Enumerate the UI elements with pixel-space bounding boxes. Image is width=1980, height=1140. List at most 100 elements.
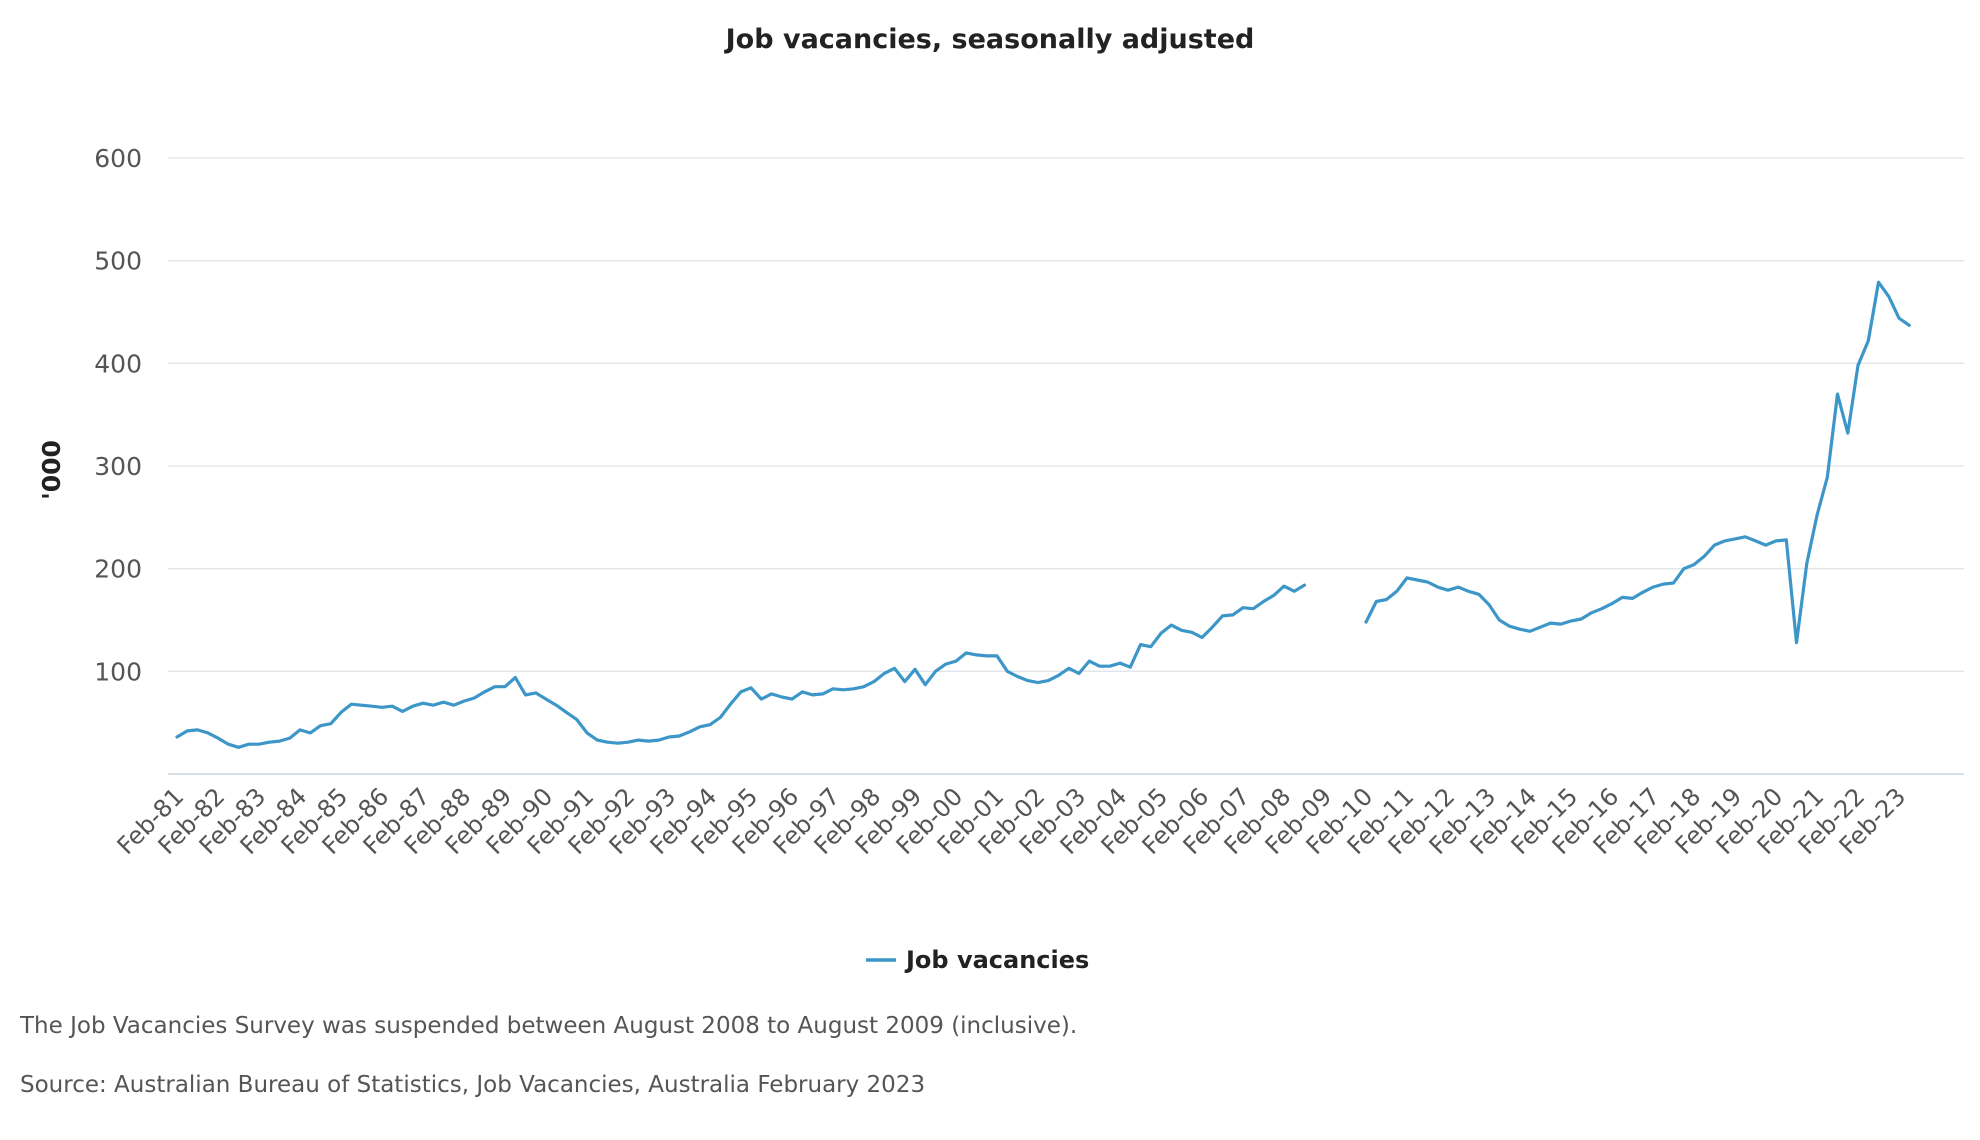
data-point[interactable] — [1229, 611, 1237, 619]
data-point[interactable] — [1137, 641, 1145, 649]
data-point[interactable] — [1670, 579, 1678, 587]
data-point[interactable] — [1752, 537, 1760, 545]
data-point[interactable] — [1157, 629, 1165, 637]
data-point[interactable] — [1731, 535, 1739, 543]
data-point[interactable] — [1249, 605, 1257, 613]
data-point[interactable] — [1547, 619, 1555, 627]
data-point[interactable] — [1813, 511, 1821, 519]
data-point[interactable] — [450, 701, 458, 709]
data-point[interactable] — [1126, 663, 1134, 671]
data-point[interactable] — [1885, 293, 1893, 301]
data-point[interactable] — [1895, 314, 1903, 322]
data-point[interactable] — [204, 729, 212, 737]
data-point[interactable] — [1526, 627, 1534, 635]
data-point[interactable] — [1772, 537, 1780, 545]
data-point[interactable] — [1680, 565, 1688, 573]
data-point[interactable] — [645, 737, 653, 745]
data-point[interactable] — [819, 690, 827, 698]
data-point[interactable] — [1085, 657, 1093, 665]
data-point[interactable] — [1864, 337, 1872, 345]
data-point[interactable] — [901, 678, 909, 686]
data-point[interactable] — [604, 738, 612, 746]
data-point[interactable] — [255, 740, 263, 748]
data-point[interactable] — [665, 733, 673, 741]
data-point[interactable] — [1875, 278, 1883, 286]
data-point[interactable] — [522, 691, 530, 699]
data-point[interactable] — [1413, 576, 1421, 584]
data-point[interactable] — [1495, 616, 1503, 624]
data-point[interactable] — [1198, 634, 1206, 642]
data-point[interactable] — [1096, 662, 1104, 670]
data-point[interactable] — [481, 688, 489, 696]
data-point[interactable] — [593, 736, 601, 744]
series-line-job-vacancies-segment-1[interactable] — [175, 583, 1307, 749]
data-point[interactable] — [1034, 679, 1042, 687]
data-point[interactable] — [440, 698, 448, 706]
data-point[interactable] — [1065, 664, 1073, 672]
data-point[interactable] — [1588, 609, 1596, 617]
data-point[interactable] — [183, 727, 191, 735]
data-point[interactable] — [829, 685, 837, 693]
data-point[interactable] — [1167, 621, 1175, 629]
data-point[interactable] — [1639, 588, 1647, 596]
data-point[interactable] — [1793, 639, 1801, 647]
data-point[interactable] — [850, 685, 858, 693]
data-point[interactable] — [1383, 596, 1391, 604]
data-point[interactable] — [942, 660, 950, 668]
data-point[interactable] — [1003, 667, 1011, 675]
data-point[interactable] — [768, 690, 776, 698]
data-point[interactable] — [245, 740, 253, 748]
data-point[interactable] — [409, 702, 417, 710]
data-point[interactable] — [337, 708, 345, 716]
data-point[interactable] — [296, 726, 304, 734]
data-point[interactable] — [1567, 617, 1575, 625]
data-point[interactable] — [809, 691, 817, 699]
data-point[interactable] — [1055, 671, 1063, 679]
data-point[interactable] — [1854, 361, 1862, 369]
data-point[interactable] — [1475, 590, 1483, 598]
data-point[interactable] — [1362, 618, 1370, 626]
data-point[interactable] — [388, 702, 396, 710]
data-point[interactable] — [675, 732, 683, 740]
data-point[interactable] — [696, 723, 704, 731]
data-point[interactable] — [1762, 541, 1770, 549]
data-point[interactable] — [1465, 587, 1473, 595]
data-point[interactable] — [1741, 533, 1749, 541]
data-point[interactable] — [1454, 583, 1462, 591]
data-point[interactable] — [317, 722, 325, 730]
data-point[interactable] — [1618, 593, 1626, 601]
data-point[interactable] — [1301, 581, 1309, 589]
data-point[interactable] — [747, 684, 755, 692]
data-point[interactable] — [1434, 583, 1442, 591]
data-point[interactable] — [1178, 626, 1186, 634]
data-point[interactable] — [1116, 659, 1124, 667]
data-point[interactable] — [1557, 620, 1565, 628]
data-point[interactable] — [1444, 586, 1452, 594]
data-point[interactable] — [1649, 583, 1657, 591]
data-point[interactable] — [727, 700, 735, 708]
data-point[interactable] — [1577, 615, 1585, 623]
data-point[interactable] — [757, 695, 765, 703]
data-point[interactable] — [491, 683, 499, 691]
data-point[interactable] — [542, 695, 550, 703]
data-point[interactable] — [1290, 587, 1298, 595]
data-point[interactable] — [993, 652, 1001, 660]
data-point[interactable] — [1485, 601, 1493, 609]
data-point[interactable] — [368, 702, 376, 710]
data-point[interactable] — [686, 728, 694, 736]
data-point[interactable] — [788, 695, 796, 703]
data-point[interactable] — [224, 740, 232, 748]
data-point[interactable] — [358, 701, 366, 709]
data-point[interactable] — [378, 703, 386, 711]
data-point[interactable] — [214, 734, 222, 742]
data-point[interactable] — [235, 743, 243, 751]
data-point[interactable] — [173, 733, 181, 741]
data-point[interactable] — [1506, 622, 1514, 630]
data-point[interactable] — [880, 669, 888, 677]
data-point[interactable] — [1834, 390, 1842, 398]
data-point[interactable] — [1147, 643, 1155, 651]
data-point[interactable] — [511, 674, 519, 682]
data-point[interactable] — [1280, 582, 1288, 590]
data-point[interactable] — [1044, 677, 1052, 685]
data-point[interactable] — [983, 652, 991, 660]
